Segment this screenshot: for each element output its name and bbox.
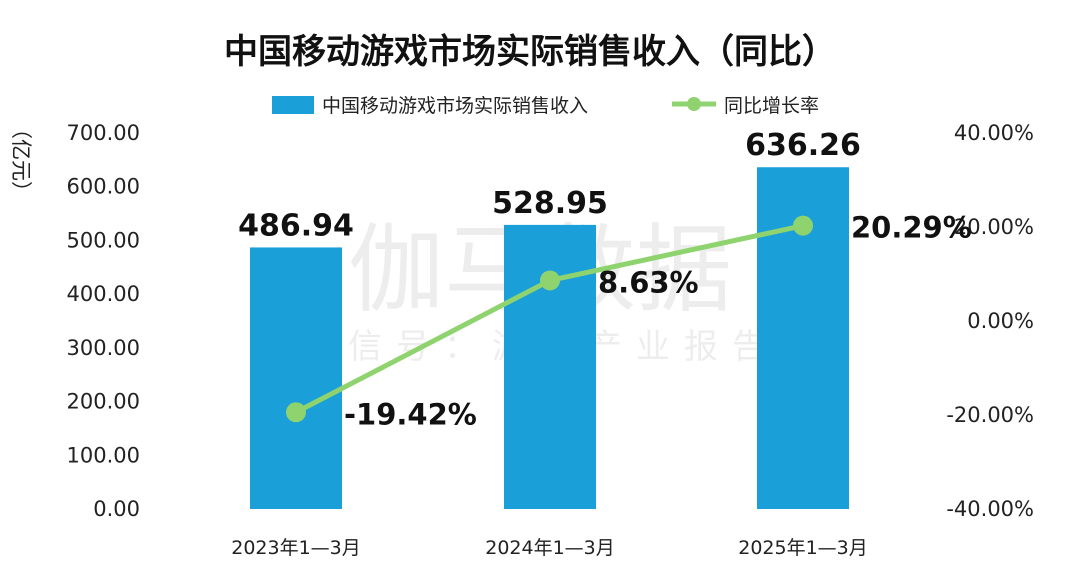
- y-tick-label: 100.00: [67, 443, 140, 467]
- y2-tick-label: 40.00%: [954, 121, 1034, 145]
- y-tick-label: 200.00: [67, 390, 140, 414]
- bar: [250, 247, 342, 509]
- y-tick-label: 500.00: [67, 228, 140, 252]
- growth-point: [793, 215, 813, 236]
- y2-tick-label: -20.00%: [946, 403, 1034, 427]
- growth-point: [286, 402, 306, 423]
- y-axis-label: （亿元）: [9, 118, 33, 202]
- y2-tick-label: -40.00%: [946, 497, 1034, 521]
- bar-value-label: 528.95: [492, 186, 608, 221]
- left-axis-ticks: 0.00 100.00 200.00 300.00 400.00 500.00 600.00…: [67, 121, 140, 521]
- y-tick-label: 600.00: [67, 175, 140, 199]
- x-axis-ticks: 2023年1—3月 2024年1—3月 2025年1—3月: [231, 537, 868, 559]
- bar-value-label: 486.94: [238, 208, 354, 243]
- legend-swatch-marker: [687, 97, 701, 111]
- y-tick-label: 700.00: [67, 121, 140, 145]
- right-axis-ticks: -40.00% -20.00% 0.00% 20.00% 40.00%: [946, 121, 1034, 521]
- bar-value-label: 636.26: [745, 128, 861, 163]
- legend: 中国移动游戏市场实际销售收入 同比增长率: [272, 95, 819, 117]
- chart-title: 中国移动游戏市场实际销售收入（同比）: [224, 32, 836, 72]
- growth-point: [540, 270, 560, 291]
- legend-label-line: 同比增长率: [724, 95, 819, 117]
- x-tick-label: 2023年1—3月: [231, 537, 361, 559]
- legend-label-bar: 中国移动游戏市场实际销售收入: [322, 95, 588, 117]
- line-series: -19.42% 8.63% 20.29%: [286, 211, 972, 431]
- bar: [504, 224, 596, 509]
- y-tick-label: 0.00: [93, 497, 140, 521]
- y2-tick-label: 20.00%: [954, 215, 1034, 239]
- y-tick-label: 400.00: [67, 282, 140, 306]
- growth-value-label: 20.29%: [851, 211, 972, 245]
- y-tick-label: 300.00: [67, 336, 140, 360]
- x-tick-label: 2024年1—3月: [485, 537, 615, 559]
- growth-value-label: 8.63%: [598, 265, 699, 299]
- y2-tick-label: 0.00%: [967, 309, 1034, 333]
- legend-swatch-bar: [272, 96, 314, 114]
- x-tick-label: 2025年1—3月: [738, 537, 868, 559]
- bar-series: 486.94 528.95 636.26: [238, 128, 861, 509]
- growth-value-label: -19.42%: [344, 397, 477, 431]
